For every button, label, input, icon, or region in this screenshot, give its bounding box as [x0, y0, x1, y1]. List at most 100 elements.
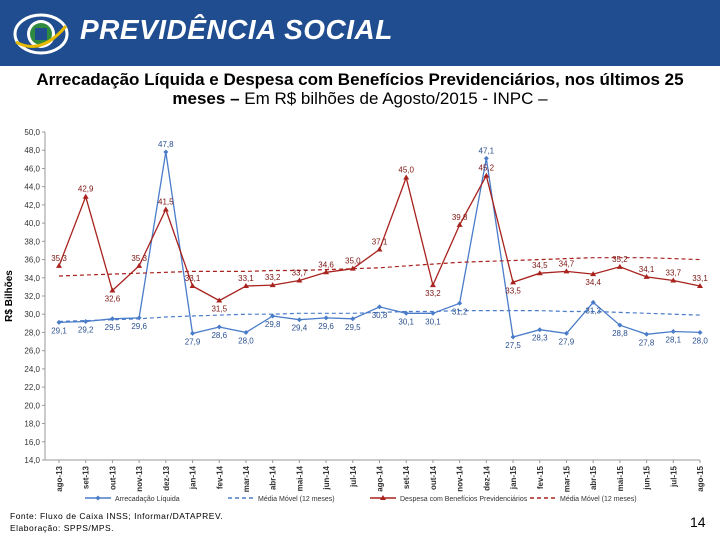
expense-point — [269, 282, 276, 288]
revenue-point — [56, 319, 62, 325]
x-tick-label: fev-15 — [536, 465, 545, 489]
expense-point — [456, 221, 463, 227]
x-tick-label: jun-15 — [643, 465, 652, 490]
expense-point — [189, 282, 196, 288]
revenue-data-label: 30,1 — [425, 317, 441, 326]
expense-point — [536, 270, 543, 276]
expense-data-label: 33,5 — [505, 286, 521, 295]
y-tick-label: 28,0 — [24, 328, 40, 337]
expense-point — [216, 297, 223, 303]
revenue-data-label: 28,0 — [692, 336, 708, 345]
y-tick-label: 22,0 — [24, 383, 40, 392]
expense-point — [616, 263, 623, 269]
line-chart: 14,0 16,0 18,0 20,0 22,0 24,0 26,0 28,0 30,0 32,0… — [4, 128, 708, 503]
expense-data-label: 32,6 — [105, 295, 121, 304]
revenue-point — [644, 331, 650, 337]
expense-point — [643, 273, 650, 279]
revenue-data-label: 28,1 — [666, 336, 682, 345]
revenue-data-label: 28,3 — [532, 334, 548, 343]
revenue-point — [350, 316, 356, 322]
expense-data-label: 41,5 — [158, 197, 174, 206]
x-tick-label: out-14 — [429, 465, 438, 490]
expense-point — [510, 279, 517, 285]
x-tick-label: ago-15 — [696, 465, 705, 491]
expense-data-label: 34,6 — [318, 260, 334, 269]
expense-point — [376, 246, 383, 252]
revenue-data-label: 47,8 — [158, 140, 174, 149]
y-tick-label: 24,0 — [24, 365, 40, 374]
revenue-point — [163, 149, 169, 155]
y-tick-label: 40,0 — [24, 219, 40, 228]
revenue-point — [510, 334, 516, 340]
expense-data-label: 33,7 — [292, 269, 308, 278]
revenue-point — [216, 324, 222, 330]
x-tick-label: set-13 — [82, 465, 91, 489]
y-tick-label: 42,0 — [24, 201, 40, 210]
expense-data-label: 33,7 — [666, 269, 682, 278]
x-tick-label: dez-14 — [482, 465, 491, 490]
y-tick-label: 26,0 — [24, 347, 40, 356]
expense-data-label: 33,1 — [692, 274, 708, 283]
expense-data-label: 33,1 — [238, 274, 254, 283]
chart-title-bold: Arrecadação Líquida e Despesa com Benefí… — [36, 70, 684, 108]
expense-data-label: 45,0 — [398, 166, 414, 175]
y-tick-label: 46,0 — [24, 164, 40, 173]
expense-data-label: 33,2 — [265, 273, 281, 282]
legend-expense-moving-avg-label: Média Móvel (12 meses) — [560, 496, 637, 503]
revenue-moving-avg-line — [58, 310, 701, 323]
revenue-point — [83, 319, 89, 325]
revenue-data-label: 28,6 — [211, 331, 227, 340]
x-tick-label: mai-15 — [616, 465, 625, 491]
x-tick-label: jul-14 — [349, 465, 358, 487]
expense-data-label: 42,9 — [78, 185, 94, 194]
revenue-data-label: 27,8 — [639, 338, 655, 347]
y-tick-label: 36,0 — [24, 256, 40, 265]
revenue-point — [430, 310, 436, 316]
expense-point — [136, 262, 143, 268]
x-tick-label: set-14 — [402, 465, 411, 489]
revenue-data-label: 30,8 — [372, 311, 388, 320]
expense-data-label: 35,3 — [51, 254, 67, 263]
y-tick-label: 14,0 — [24, 456, 40, 465]
revenue-data-label: 31,2 — [452, 307, 468, 316]
x-tick-label: mai-14 — [295, 465, 304, 491]
expense-data-label: 34,4 — [585, 278, 601, 287]
revenue-data-label: 29,1 — [51, 326, 67, 335]
expense-point — [349, 265, 356, 271]
x-tick-label: dez-13 — [162, 465, 171, 490]
y-tick-label: 34,0 — [24, 274, 40, 283]
x-tick-label: nov-14 — [456, 465, 465, 491]
revenue-data-label: 29,6 — [131, 322, 147, 331]
expense-point — [670, 277, 677, 283]
y-tick-label: 48,0 — [24, 146, 40, 155]
x-tick-label: jun-14 — [322, 465, 331, 490]
revenue-data-label: 29,4 — [292, 324, 308, 333]
expense-point — [590, 271, 597, 277]
expense-point — [323, 269, 330, 275]
expense-data-label: 35,0 — [345, 257, 361, 266]
revenue-point — [617, 322, 623, 328]
revenue-point — [483, 155, 489, 161]
expense-data-label: 34,1 — [639, 265, 655, 274]
expense-point — [82, 193, 89, 199]
legend-expense-marker — [380, 495, 386, 500]
expense-data-label: 37,1 — [372, 238, 388, 247]
y-tick-label: 16,0 — [24, 438, 40, 447]
revenue-point — [670, 329, 676, 335]
expense-data-label: 39,8 — [452, 213, 468, 222]
revenue-point — [537, 327, 543, 333]
expense-point — [296, 277, 303, 283]
elaboration-note: Elaboração: SPPS/MPS. — [10, 523, 115, 533]
page-number: 14 — [690, 514, 706, 530]
revenue-data-label: 28,0 — [238, 336, 254, 345]
y-tick-label: 50,0 — [24, 128, 40, 137]
revenue-point — [243, 329, 249, 335]
y-tick-label: 18,0 — [24, 420, 40, 429]
y-tick-label: 38,0 — [24, 237, 40, 246]
y-tick-label: 20,0 — [24, 401, 40, 410]
expense-data-label: 45,2 — [479, 164, 495, 173]
previdencia-logo-icon — [13, 13, 69, 55]
revenue-data-label: 28,8 — [612, 329, 628, 338]
x-tick-label: mar-14 — [242, 465, 251, 492]
y-tick-label: 44,0 — [24, 183, 40, 192]
